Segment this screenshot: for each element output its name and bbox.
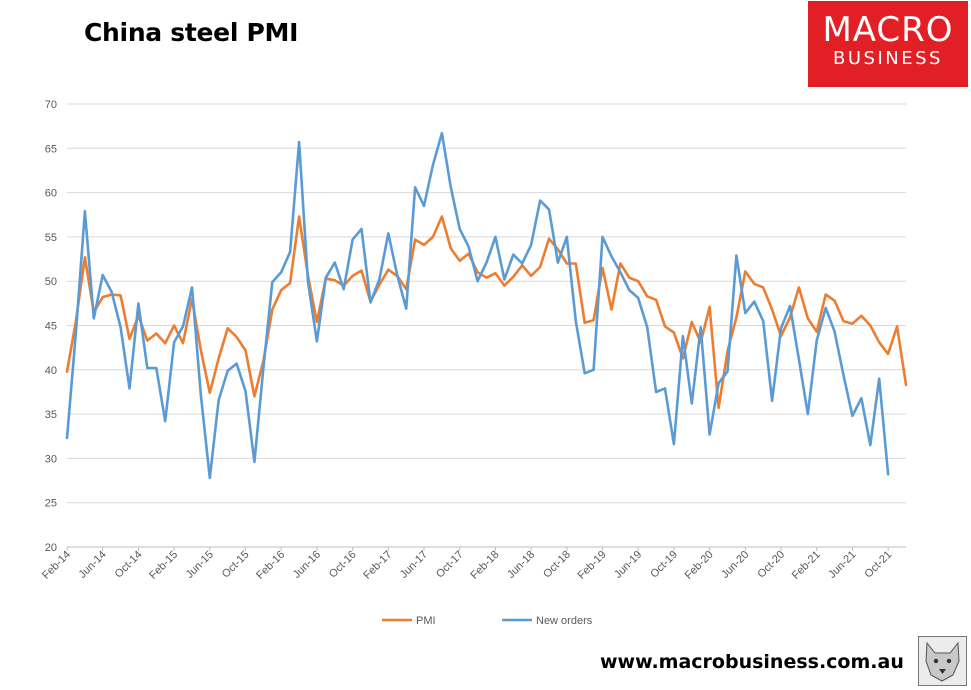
y-tick-label: 65 — [45, 143, 57, 155]
x-tick-label: Jun-20 — [719, 549, 751, 581]
x-tick-label: Feb-19 — [576, 549, 609, 582]
series-lines — [65, 131, 908, 480]
legend: PMI New orders — [382, 615, 593, 627]
y-tick-label: 50 — [45, 276, 57, 288]
x-tick-label: Feb-15 — [147, 549, 180, 582]
x-tick-label: Feb-20 — [683, 549, 716, 582]
y-tick-label: 30 — [45, 453, 57, 465]
x-tick-label: Feb-21 — [790, 549, 823, 582]
legend-label: PMI — [416, 615, 436, 627]
x-tick-label: Oct-17 — [434, 549, 466, 581]
y-tick-label: 25 — [45, 498, 57, 510]
y-axis: 20 25 30 35 40 45 50 55 60 65 70 — [45, 99, 57, 554]
gridlines — [67, 103, 906, 548]
x-tick-label: Jun-17 — [398, 549, 430, 581]
macrobusiness-logo: MACRO BUSINESS — [808, 1, 968, 87]
x-tick-label: Oct-15 — [220, 549, 252, 581]
x-tick-label: Oct-14 — [113, 549, 145, 581]
x-tick-label: Feb-18 — [468, 549, 501, 582]
x-tick-label: Jun-15 — [184, 549, 216, 581]
website-url: www.macrobusiness.com.au — [600, 651, 904, 673]
wolf-icon — [925, 641, 960, 682]
logo-line-2: BUSINESS — [833, 48, 943, 69]
y-tick-label: 35 — [45, 409, 57, 421]
x-axis: Feb-14 Jun-14 Oct-14 Feb-15 Jun-15 Oct-15 Feb-… — [40, 547, 894, 582]
x-tick-label: Oct-19 — [648, 549, 680, 581]
x-tick-label: Jun-19 — [612, 549, 644, 581]
legend-label: New orders — [536, 615, 593, 627]
logo-line-1: MACRO — [822, 10, 954, 50]
series-line-pmi — [65, 215, 908, 410]
x-tick-label: Feb-16 — [254, 549, 287, 582]
x-tick-label: Oct-20 — [755, 549, 787, 581]
x-tick-label: Jun-21 — [826, 549, 858, 581]
y-tick-label: 70 — [45, 99, 57, 111]
mascot-logo — [918, 636, 967, 686]
y-tick-label: 20 — [45, 542, 57, 554]
x-tick-label: Jun-18 — [505, 549, 537, 581]
x-tick-label: Oct-16 — [327, 549, 359, 581]
x-tick-label: Feb-17 — [361, 549, 394, 582]
x-tick-label: Jun-14 — [77, 549, 109, 581]
y-tick-label: 60 — [45, 188, 57, 200]
x-tick-label: Oct-21 — [862, 549, 894, 581]
x-tick-label: Jun-16 — [291, 549, 323, 581]
series-line-new-orders — [65, 131, 890, 480]
chart-title: China steel PMI — [84, 18, 299, 47]
y-tick-label: 45 — [45, 321, 57, 333]
y-tick-label: 55 — [45, 232, 57, 244]
y-tick-label: 40 — [45, 365, 57, 377]
x-tick-label: Oct-18 — [541, 549, 573, 581]
